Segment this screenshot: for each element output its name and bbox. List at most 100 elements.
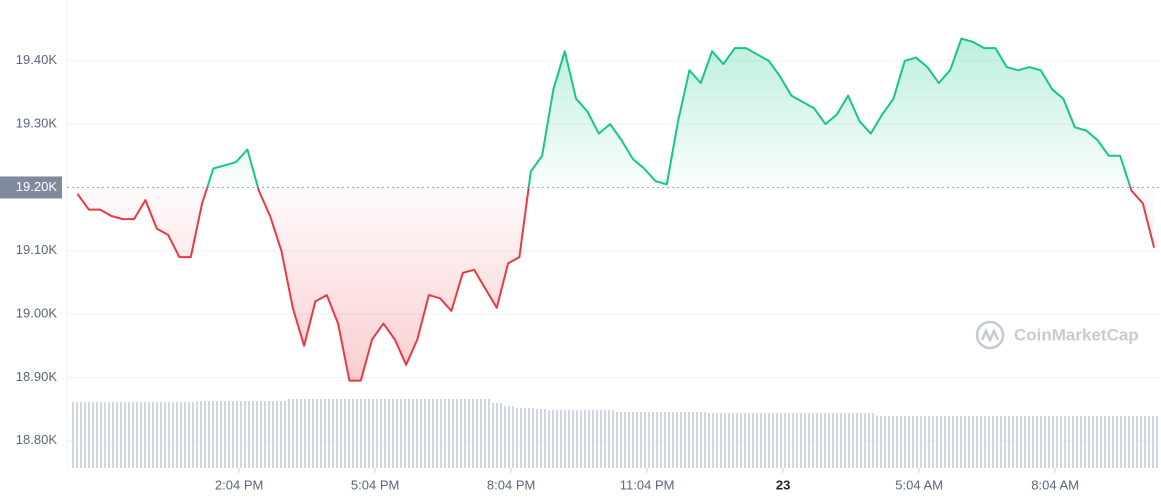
- price-area: [77, 38, 1155, 381]
- volume-bar: [785, 413, 798, 468]
- volume-bar: [105, 402, 118, 468]
- volume-bar: [740, 413, 752, 468]
- volume-bar: [921, 416, 934, 468]
- volume-bar: [445, 399, 458, 468]
- volume-bar: [309, 399, 322, 468]
- volume-bar: [298, 399, 310, 468]
- volume-bar: [264, 401, 276, 468]
- volume-bar: [944, 416, 956, 468]
- volume-bar: [763, 413, 775, 468]
- watermark: CoinMarketCap: [1014, 325, 1139, 344]
- volume-bar: [989, 416, 1002, 468]
- volume-bar: [774, 413, 786, 468]
- volume-bar: [1057, 416, 1070, 468]
- volume-bar: [479, 399, 492, 468]
- volume-bar: [536, 409, 548, 468]
- volume-bar: [332, 399, 344, 468]
- volume-bar: [94, 402, 106, 468]
- volume-bar: [457, 399, 469, 468]
- volume-bar: [468, 399, 480, 468]
- volume-bar: [139, 402, 152, 468]
- volume-bar: [570, 410, 582, 468]
- volume-bar: [1103, 416, 1115, 468]
- volume-bar: [853, 413, 866, 468]
- volume-bar: [377, 399, 390, 468]
- volume-bar: [287, 399, 299, 468]
- price-line: [76, 37, 1156, 382]
- volume-bar: [196, 401, 208, 468]
- volume-bar: [1114, 416, 1126, 468]
- volume-bar: [865, 413, 877, 468]
- volume-bar: [355, 399, 367, 468]
- volume-bar: [423, 399, 435, 468]
- volume-bar: [513, 408, 526, 468]
- volume-bar: [683, 412, 696, 468]
- volume-bar: [729, 413, 741, 468]
- volume-bar: [695, 412, 707, 468]
- volume-bar: [173, 402, 186, 468]
- volume-bar: [876, 416, 888, 468]
- reference-label-box: [0, 176, 62, 199]
- x-tick-label: 11:04 PM: [620, 477, 675, 492]
- volume-bar: [842, 413, 854, 468]
- volume-bar: [241, 401, 254, 468]
- volume-bar: [581, 410, 594, 468]
- volume-bar: [491, 403, 503, 468]
- y-tick-label: 19.40K: [16, 52, 58, 67]
- volume-bar: [1091, 416, 1104, 468]
- volume-bar: [717, 413, 730, 468]
- volume-bar: [887, 416, 900, 468]
- volume-bar: [1001, 416, 1013, 468]
- volume-bar: [933, 416, 945, 468]
- volume-bar: [978, 416, 990, 468]
- y-tick-label: 18.90K: [16, 369, 58, 384]
- volume-bar: [751, 413, 764, 468]
- volume-bar: [1137, 416, 1149, 468]
- x-tick-label: 5:04 PM: [351, 477, 399, 492]
- volume-bar: [899, 416, 911, 468]
- volume-bar: [1012, 416, 1024, 468]
- volume-bar: [502, 406, 514, 468]
- volume-bar: [71, 402, 84, 468]
- volume-bar: [1080, 416, 1092, 468]
- volume-bar: [649, 412, 662, 468]
- volume-bar: [559, 410, 571, 468]
- volume-bar: [604, 410, 616, 468]
- volume-bar: [162, 402, 174, 468]
- volume-bar: [955, 416, 968, 468]
- volume-bar: [434, 399, 446, 468]
- reference-label: 19.20K: [16, 179, 58, 194]
- volume-bar: [615, 412, 628, 468]
- volume-bar: [1148, 416, 1160, 468]
- volume-bar: [411, 399, 424, 468]
- x-tick-label: 8:04 PM: [487, 477, 535, 492]
- volume-bar: [1023, 416, 1036, 468]
- volume-bar: [185, 402, 197, 468]
- volume-bar: [831, 413, 843, 468]
- x-tick-label: 5:04 AM: [895, 477, 943, 492]
- volume-bar: [638, 412, 650, 468]
- volume-bar: [151, 402, 163, 468]
- volume-bar: [910, 416, 922, 468]
- y-tick-label: 19.10K: [16, 242, 58, 257]
- volume-bar: [1046, 416, 1058, 468]
- volume-bar: [343, 399, 356, 468]
- x-tick-label: 2:04 PM: [215, 477, 263, 492]
- volume-bar: [366, 399, 378, 468]
- volume-bar: [627, 412, 639, 468]
- volume-bar: [1125, 416, 1138, 468]
- volume-bar: [706, 413, 718, 468]
- volume-bar: [819, 413, 832, 468]
- volume-bar: [321, 399, 333, 468]
- volume-bar: [808, 413, 820, 468]
- volume-bar: [400, 399, 412, 468]
- volume-bar: [389, 399, 401, 468]
- volume-bar: [797, 413, 809, 468]
- volume-bar: [253, 401, 265, 468]
- volume-bar: [219, 401, 231, 468]
- volume-bar: [547, 410, 560, 468]
- volume-bar: [672, 412, 684, 468]
- volume-bar: [275, 401, 288, 468]
- volume-bar: [967, 416, 979, 468]
